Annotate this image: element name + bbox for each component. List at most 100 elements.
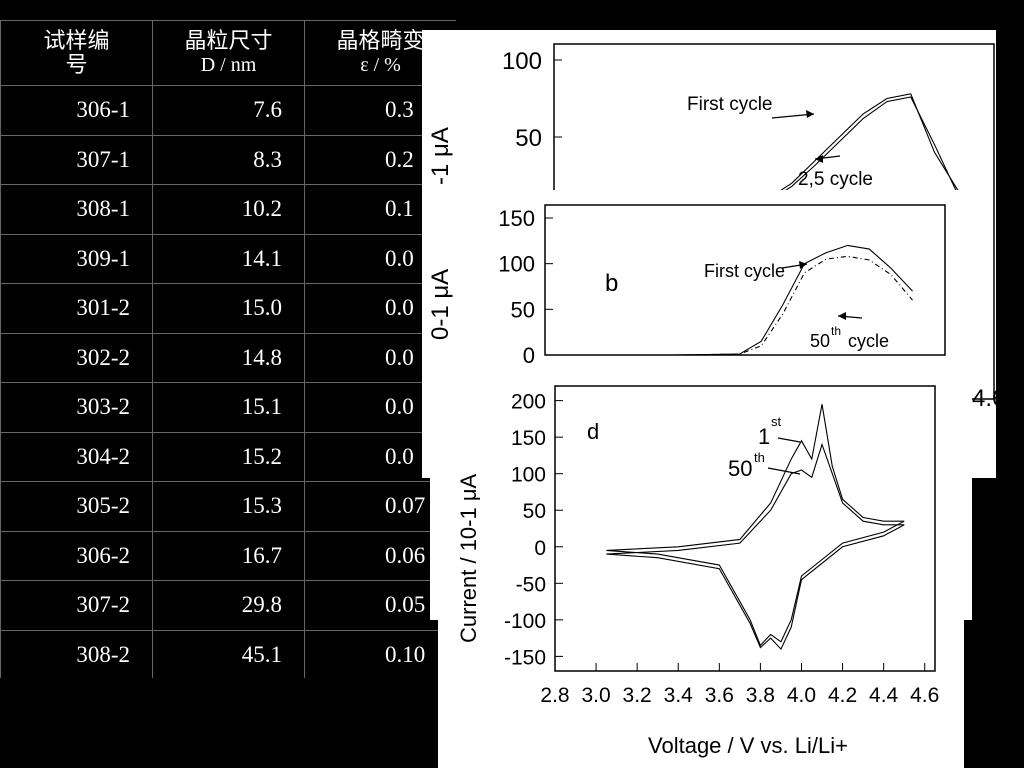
b-annotation-first-cycle: First cycle xyxy=(704,261,785,281)
size-cell: 14.1 xyxy=(152,233,305,284)
plot-b-svg: 150 100 50 0 0-1 μA b First cycle 50 th cyc… xyxy=(430,204,946,368)
size-cell: 7.6 xyxy=(152,85,305,136)
top-arrowhead-25 xyxy=(815,155,823,163)
d-ytick-label: -100 xyxy=(504,610,546,633)
b-series-line xyxy=(588,255,913,356)
d-xtick-label: 4.6 xyxy=(910,684,939,707)
d-xtick-label: 3.0 xyxy=(581,684,610,707)
d-ylabel: Current / 10-1 μA xyxy=(456,473,481,643)
top-ytick-label: 50 xyxy=(515,125,542,152)
grain-size-table: 试样编 号 晶粒尺寸 D / nm 晶格畸变 ε / % 306-1 7.6 0.3… xyxy=(0,20,456,678)
d-annotation-50: 50 xyxy=(728,456,752,481)
header-strain-line1: 晶格畸变 xyxy=(336,28,425,53)
table-row: 306-2 16.7 0.06 xyxy=(0,530,456,581)
size-cell: 15.2 xyxy=(152,431,305,482)
d-ytick-label: 150 xyxy=(511,427,546,450)
b-ytick-label: 100 xyxy=(498,252,535,277)
table-header-row: 试样编 号 晶粒尺寸 D / nm 晶格畸变 ε / % xyxy=(0,20,456,86)
table-row: 308-2 45.1 0.10 xyxy=(0,629,456,678)
top-ylabel: -1 μA xyxy=(427,127,454,185)
size-cell: 8.3 xyxy=(152,134,305,185)
plot-d-frame xyxy=(554,385,936,672)
b-arrowhead-50 xyxy=(838,312,846,320)
d-ytick-label: 200 xyxy=(511,391,546,414)
table-row: 309-1 14.1 0.0 xyxy=(0,233,456,284)
b-annotation-cycle: cycle xyxy=(848,331,889,351)
top-series-line xyxy=(767,96,959,203)
d-xtick-label: 4.4 xyxy=(869,684,899,707)
header-sample-line2: 号 xyxy=(65,52,88,77)
plot-b-frame xyxy=(544,204,946,356)
d-xlabel: Voltage / V vs. Li/Li+ xyxy=(648,733,848,758)
strain-cell: 0.10 xyxy=(304,629,456,678)
top-arrowhead-first xyxy=(806,110,814,118)
d-xtick-label: 3.2 xyxy=(623,684,652,707)
table-row: 301-2 15.0 0.0 xyxy=(0,283,456,334)
b-arrowhead-first xyxy=(799,261,807,269)
b-ytick-label: 150 xyxy=(498,206,535,231)
d-ytick-label: -150 xyxy=(504,646,546,669)
d-ytick-label: -50 xyxy=(516,573,546,596)
d-panel-label: d xyxy=(587,419,599,444)
top-xtick-label: 4.6 xyxy=(972,385,996,412)
header-size-line1: 晶粒尺寸 xyxy=(184,28,273,53)
sample-cell: 309-1 xyxy=(0,233,153,284)
sample-cell: 306-1 xyxy=(0,85,153,136)
size-cell: 15.1 xyxy=(152,382,305,433)
sample-cell: 306-2 xyxy=(0,530,153,581)
plot-panel-d: 200 150 100 50 0 -50 -100 -150 2.8 3.0 3.2 3.4 3.6 3.… xyxy=(438,378,964,768)
size-cell: 45.1 xyxy=(152,629,305,678)
d-ytick-label: 100 xyxy=(511,464,546,487)
size-cell: 10.2 xyxy=(152,184,305,235)
b-annotation-th: th xyxy=(831,324,841,338)
size-cell: 29.8 xyxy=(152,580,305,631)
b-ytick-label: 50 xyxy=(511,297,535,322)
d-arrow-50th xyxy=(767,467,801,475)
sample-cell: 304-2 xyxy=(0,431,153,482)
d-xtick-label: 3.6 xyxy=(705,684,734,707)
size-cell: 15.0 xyxy=(152,283,305,334)
table-row: 306-1 7.6 0.3 xyxy=(0,85,456,136)
sample-cell: 307-2 xyxy=(0,580,153,631)
d-arrow-1st xyxy=(777,437,801,443)
d-xtick-label: 3.8 xyxy=(746,684,775,707)
b-panel-label: b xyxy=(605,270,618,297)
d-xtick-label: 2.8 xyxy=(540,684,569,707)
top-annotation-25-cycle: 2,5 cycle xyxy=(798,169,873,190)
b-ytick-label: 0 xyxy=(523,343,535,368)
b-annotation-50: 50 xyxy=(810,331,830,351)
header-size: 晶粒尺寸 D / nm xyxy=(152,20,305,86)
d-series-line xyxy=(606,442,905,651)
table-row: 304-2 15.2 0.0 xyxy=(0,431,456,482)
header-sample-line1: 试样编 xyxy=(43,28,110,53)
header-sample: 试样编 号 xyxy=(0,20,153,86)
table-row: 307-1 8.3 0.2 xyxy=(0,134,456,185)
sample-cell: 303-2 xyxy=(0,382,153,433)
d-xtick-label: 3.4 xyxy=(664,684,694,707)
b-ylabel: 0-1 μA xyxy=(430,269,454,340)
header-strain-unit: ε / % xyxy=(360,54,401,76)
d-xtick-label: 4.2 xyxy=(828,684,857,707)
size-cell: 15.3 xyxy=(152,481,305,532)
d-xtick-label: 4.0 xyxy=(787,684,816,707)
table-row: 307-2 29.8 0.05 xyxy=(0,580,456,631)
table-row: 305-2 15.3 0.07 xyxy=(0,481,456,532)
top-series-group xyxy=(767,93,959,203)
table-row: 308-1 10.2 0.1 xyxy=(0,184,456,235)
d-series-line xyxy=(606,404,905,647)
top-annotation-first-cycle: First cycle xyxy=(687,94,773,115)
d-annotation-1: 1 xyxy=(758,424,770,449)
b-yticks: 150 100 50 0 xyxy=(498,206,553,368)
size-cell: 14.8 xyxy=(152,332,305,383)
plot-top-svg: 100 50 -1 μA First cycle 2,5 cycle 4.6 xyxy=(427,43,996,412)
size-cell: 16.7 xyxy=(152,530,305,581)
sample-cell: 308-2 xyxy=(0,629,153,678)
d-series-group xyxy=(606,404,905,651)
top-ytick-label: 100 xyxy=(502,48,542,75)
sample-cell: 307-1 xyxy=(0,134,153,185)
table-row: 302-2 14.8 0.0 xyxy=(0,332,456,383)
sample-cell: 305-2 xyxy=(0,481,153,532)
d-ytick-label: 50 xyxy=(523,500,546,523)
sample-cell: 308-1 xyxy=(0,184,153,235)
sample-cell: 302-2 xyxy=(0,332,153,383)
